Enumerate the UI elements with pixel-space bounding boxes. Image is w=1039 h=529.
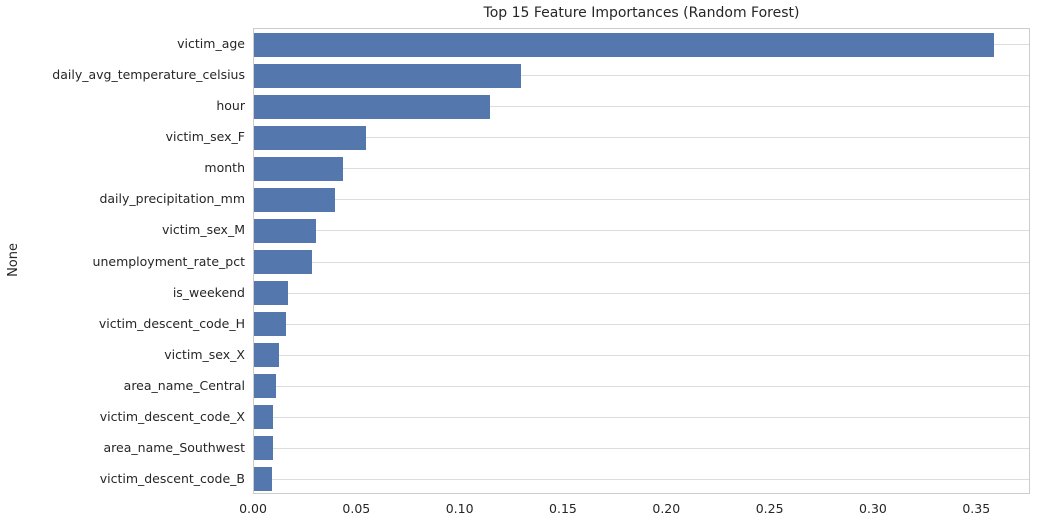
- x-tick-label: 0.25: [755, 501, 784, 516]
- x-tick-label: 0.00: [239, 501, 267, 516]
- gridline: [254, 75, 1029, 77]
- category-label: hour: [216, 98, 245, 114]
- gridline: [254, 261, 1029, 263]
- gridline: [254, 478, 1029, 480]
- category-label: daily_avg_temperature_celsius: [52, 67, 245, 83]
- x-tick-label: 0.10: [445, 501, 474, 516]
- bar-is_weekend: [254, 281, 289, 306]
- gridline: [254, 292, 1029, 294]
- category-label: victim_age: [177, 36, 245, 52]
- gridline: [254, 323, 1029, 325]
- bar-victim_sex_X: [254, 343, 280, 368]
- category-label: daily_precipitation_mm: [99, 191, 245, 207]
- bar-daily_precipitation_mm: [254, 187, 335, 212]
- category-label: area_name_Southwest: [103, 439, 245, 455]
- bar-victim_sex_M: [254, 218, 316, 243]
- gridline: [254, 106, 1029, 108]
- category-label: victim_descent_code_H: [98, 315, 245, 331]
- gridline: [254, 230, 1029, 232]
- chart-title: Top 15 Feature Importances (Random Fores…: [483, 5, 800, 21]
- x-tick-label: 0.15: [549, 501, 577, 516]
- bar-area_name_Southwest: [254, 436, 273, 461]
- bar-victim_descent_code_H: [254, 312, 287, 337]
- gridline: [254, 168, 1029, 170]
- bar-victim_age: [254, 32, 994, 57]
- bar-victim_descent_code_X: [254, 405, 274, 430]
- gridline: [254, 416, 1029, 418]
- category-label: area_name_Central: [123, 377, 245, 393]
- bar-unemployment_rate_pct: [254, 250, 312, 274]
- gridline: [254, 137, 1029, 139]
- category-label: victim_descent_code_X: [99, 408, 245, 424]
- x-tick-label: 0.20: [652, 501, 681, 516]
- bar-month: [254, 156, 343, 181]
- bar-area_name_Central: [254, 374, 276, 399]
- category-label: victim_descent_code_B: [99, 470, 245, 486]
- category-label: victim_sex_M: [162, 222, 245, 238]
- bar-victim_descent_code_B: [254, 467, 272, 492]
- category-label: victim_sex_F: [165, 129, 245, 145]
- plot-area: [253, 28, 1030, 494]
- gridline: [254, 354, 1029, 356]
- category-label: is_weekend: [172, 284, 245, 300]
- gridline: [254, 447, 1029, 449]
- gridline: [254, 385, 1029, 387]
- category-label: unemployment_rate_pct: [92, 253, 245, 269]
- bar-hour: [254, 94, 490, 119]
- bar-daily_avg_temperature_celsius: [254, 63, 521, 88]
- x-tick-label: 0.35: [962, 501, 991, 516]
- category-label: victim_sex_X: [164, 346, 245, 362]
- gridline: [254, 199, 1029, 201]
- bar-victim_sex_F: [254, 125, 366, 150]
- x-tick-label: 0.30: [859, 501, 887, 516]
- x-tick-label: 0.05: [342, 501, 371, 516]
- category-label: month: [204, 160, 245, 176]
